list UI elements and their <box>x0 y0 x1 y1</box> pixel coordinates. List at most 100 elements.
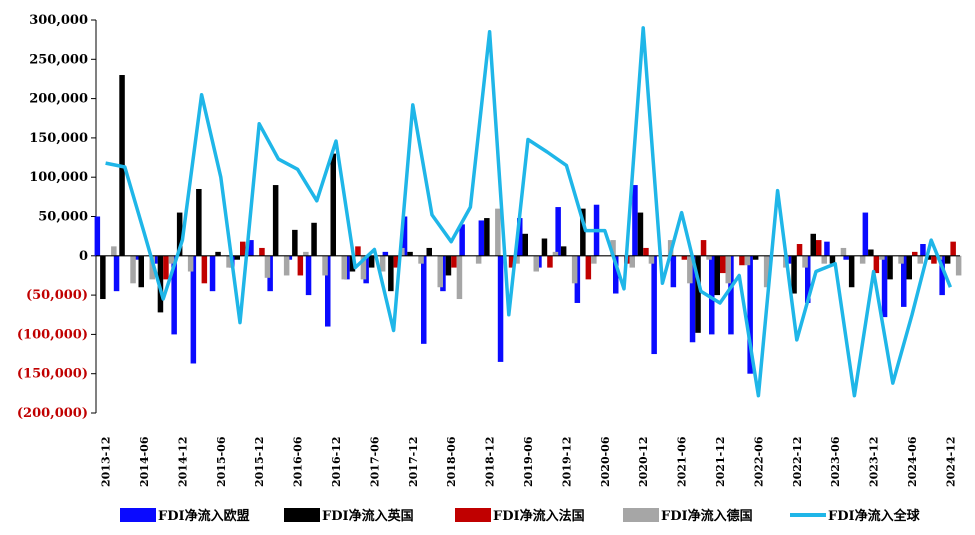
bar-FDI净流入英国 <box>292 229 298 256</box>
y-tick-label: 250,000 <box>29 52 88 67</box>
bar-FDI净流入德国 <box>552 251 559 256</box>
x-tick-label: 2018-06 <box>445 436 458 487</box>
bar-FDI净流入欧盟 <box>459 224 465 256</box>
bar-FDI净流入法国 <box>643 247 649 256</box>
bar-FDI净流入德国 <box>917 255 923 264</box>
bar-FDI净流入英国 <box>541 238 548 256</box>
bar-FDI净流入法国 <box>547 255 553 268</box>
x-tick-label: 2017-06 <box>368 436 381 487</box>
bar-FDI净流入法国 <box>355 246 361 256</box>
x-tick-label: 2015-06 <box>215 436 228 487</box>
bar-FDI净流入欧盟 <box>421 255 427 344</box>
bar-FDI净流入英国 <box>752 255 759 260</box>
x-tick-label: 2021-12 <box>714 437 727 488</box>
line-FDI净流入全球 <box>105 26 953 398</box>
legend-swatch <box>284 508 320 522</box>
bar-FDI净流入德国 <box>168 255 175 264</box>
bar-FDI净流入英国 <box>445 255 452 276</box>
bar-FDI净流入欧盟 <box>689 255 696 343</box>
bar-FDI净流入英国 <box>637 212 644 256</box>
bar-FDI净流入英国 <box>196 188 202 256</box>
bar-FDI净流入法国 <box>393 255 400 268</box>
legend-swatch <box>623 508 659 522</box>
bar-FDI净流入德国 <box>475 255 482 264</box>
bar-FDI净流入欧盟 <box>728 255 734 335</box>
x-tick-label: 2024-06 <box>906 436 919 487</box>
bar-FDI净流入英国 <box>234 255 240 260</box>
bar-FDI净流入欧盟 <box>497 255 504 362</box>
bar-FDI净流入德国 <box>303 251 309 256</box>
bar-FDI净流入欧盟 <box>901 255 907 307</box>
bar-FDI净流入英国 <box>368 255 375 268</box>
bar-FDI净流入德国 <box>187 255 194 272</box>
bar-FDI净流入德国 <box>744 255 751 266</box>
bar-FDI净流入英国 <box>810 233 816 256</box>
bar-FDI净流入欧盟 <box>824 241 830 256</box>
bar-FDI净流入欧盟 <box>94 216 101 256</box>
x-tick-label: 2020-06 <box>599 436 612 487</box>
bar-FDI净流入法国 <box>700 240 707 256</box>
bar-FDI净流入德国 <box>725 255 731 284</box>
bar-FDI净流入法国 <box>796 244 803 256</box>
x-tick-label: 2021-06 <box>676 436 689 487</box>
bar-FDI净流入德国 <box>264 255 271 278</box>
bar-FDI净流入德国 <box>571 255 578 284</box>
legend-swatch <box>455 508 491 522</box>
bar-FDI净流入德国 <box>226 255 232 268</box>
x-tick-label: 2020-12 <box>637 437 650 488</box>
bar-FDI净流入英国 <box>311 222 317 256</box>
bar-FDI净流入法国 <box>816 240 822 256</box>
bar-FDI净流入德国 <box>840 247 847 256</box>
bar-FDI净流入法国 <box>201 255 208 284</box>
x-tick-label: 2023-12 <box>868 437 881 488</box>
x-tick-label: 2013-12 <box>100 437 113 488</box>
bar-FDI净流入德国 <box>821 255 827 264</box>
bar-FDI净流入英国 <box>388 255 394 292</box>
x-tick-label: 2016-06 <box>292 436 305 487</box>
bar-FDI净流入德国 <box>898 255 904 264</box>
bar-FDI净流入英国 <box>522 233 528 256</box>
bar-FDI净流入欧盟 <box>632 185 638 256</box>
bar-FDI净流入英国 <box>176 212 183 256</box>
x-tick-label: 2023-06 <box>829 436 842 487</box>
bar-FDI净流入欧盟 <box>171 255 177 335</box>
y-tick-label: (200,000) <box>17 406 88 421</box>
bar-FDI净流入英国 <box>560 246 567 256</box>
bar-FDI净流入德国 <box>687 255 693 284</box>
bar-FDI净流入英国 <box>887 255 893 280</box>
bar-FDI净流入欧盟 <box>325 255 331 327</box>
y-tick-label: 200,000 <box>29 92 88 107</box>
bar-FDI净流入法国 <box>451 255 457 268</box>
x-tick-label: 2018-12 <box>484 437 497 487</box>
bar-FDI净流入欧盟 <box>209 255 216 292</box>
bar-FDI净流入欧盟 <box>862 212 869 256</box>
bar-FDI净流入德国 <box>955 255 962 276</box>
bar-FDI净流入欧盟 <box>305 255 312 296</box>
y-tick-label: 100,000 <box>29 170 88 185</box>
x-tick-label: 2024-12 <box>944 437 957 488</box>
bar-FDI净流入德国 <box>763 255 770 288</box>
y-tick-label: 150,000 <box>29 131 88 146</box>
bar-FDI净流入法国 <box>950 241 956 256</box>
bar-FDI净流入英国 <box>944 255 951 264</box>
x-tick-label: 2014-12 <box>176 437 189 488</box>
bar-FDI净流入德国 <box>322 255 328 276</box>
bar-FDI净流入法国 <box>585 255 592 280</box>
bar-FDI净流入德国 <box>456 255 463 300</box>
bar-FDI净流入欧盟 <box>709 255 715 335</box>
bar-FDI净流入法国 <box>912 251 918 256</box>
bar-FDI净流入英国 <box>714 255 720 296</box>
legend-label: FDI净流入德国 <box>661 508 753 524</box>
bar-FDI净流入英国 <box>791 255 797 294</box>
legend-label: FDI净流入欧盟 <box>158 508 250 524</box>
bar-FDI净流入欧盟 <box>113 255 120 292</box>
bar-FDI净流入德国 <box>802 255 808 268</box>
bar-FDI净流入德国 <box>859 255 866 264</box>
bar-FDI净流入德国 <box>610 240 616 256</box>
bar-FDI净流入德国 <box>629 255 635 268</box>
bar-FDI净流入欧盟 <box>190 255 197 364</box>
x-tick-label: 2017-12 <box>407 437 420 488</box>
bar-FDI净流入英国 <box>484 218 490 256</box>
y-tick-label: (100,000) <box>17 327 88 342</box>
bar-FDI净流入德国 <box>111 246 117 256</box>
